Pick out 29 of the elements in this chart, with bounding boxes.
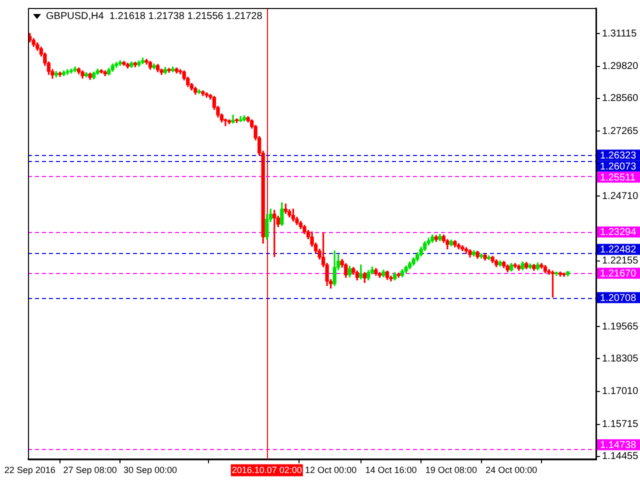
y-tick-label: 1.15715 <box>602 419 639 430</box>
ref-line-label: 1.26073 <box>600 161 637 172</box>
ref-line-label: 1.26323 <box>600 150 637 162</box>
x-tick-label: 24 Oct 00:00 <box>486 465 538 476</box>
x-tick-label: 22 Sep 2016 <box>4 465 56 476</box>
x-tick-label: 30 Sep 00:00 <box>123 465 178 476</box>
y-tick-label: 1.27265 <box>602 126 639 137</box>
x-tick-label: 27 Sep 08:00 <box>63 465 117 476</box>
y-tick-label: 1.19565 <box>602 321 639 332</box>
candlestick <box>238 116 242 122</box>
ref-line-label: 1.23294 <box>600 227 637 238</box>
chart-title: GBPUSD,H4 1.21618 1.21738 1.21556 1.21728 <box>46 11 262 22</box>
ref-line-label: 1.22482 <box>600 244 637 256</box>
y-tick-label: 1.17010 <box>602 386 639 398</box>
y-tick-label: 1.31115 <box>602 28 638 40</box>
y-tick-label: 1.29820 <box>602 61 639 72</box>
y-tick-label: 1.28560 <box>602 93 639 104</box>
ref-line-label: 1.21670 <box>600 268 637 280</box>
x-tick-label: 2016.10.07 02:00 <box>232 465 302 476</box>
ref-line-label: 1.14738 <box>600 440 637 452</box>
x-tick-label: 12 Oct 00:00 <box>305 465 357 476</box>
y-tick-label: 1.22155 <box>602 256 639 267</box>
ref-line-label: 1.20708 <box>600 292 637 304</box>
y-tick-label: 1.14455 <box>602 451 639 462</box>
y-tick-label: 1.24710 <box>602 190 639 202</box>
ref-line-label: 1.25511 <box>600 172 636 184</box>
x-tick-label: 19 Oct 08:00 <box>425 465 477 476</box>
x-tick-label: 14 Oct 16:00 <box>365 465 417 476</box>
y-tick-label: 1.18305 <box>602 353 639 364</box>
